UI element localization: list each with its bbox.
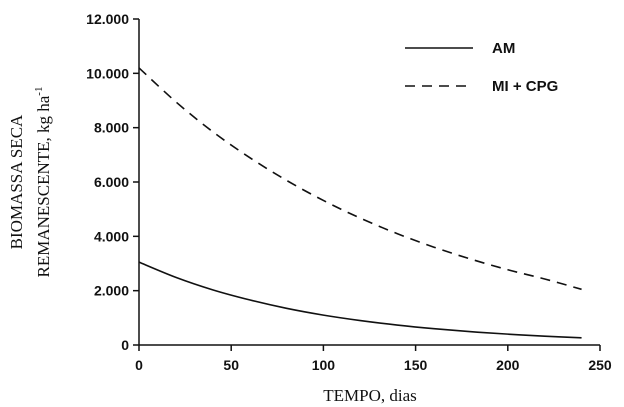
y-tick-label: 8.000 <box>94 120 129 136</box>
x-ticks: 0 50 100 150 200 250 <box>135 345 612 373</box>
x-tick-label: 0 <box>135 357 143 373</box>
x-tick-label: 250 <box>588 357 612 373</box>
y-axis-title-line2: REMANESCENTE, kg ha-1 <box>33 87 53 278</box>
y-axis-title-superscript: -1 <box>33 87 45 96</box>
x-tick-label: 150 <box>404 357 428 373</box>
x-axis-title: TEMPO, dias <box>323 386 417 405</box>
y-tick-label: 4.000 <box>94 228 129 244</box>
x-tick-label: 200 <box>496 357 520 373</box>
y-tick-label: 6.000 <box>94 174 129 190</box>
axes <box>138 19 600 346</box>
series-group <box>138 67 582 339</box>
y-tick-label: 2.000 <box>94 283 129 299</box>
y-axis-title-line1: BIOMASSA SECA <box>7 114 26 249</box>
y-axis-title: BIOMASSA SECA REMANESCENTE, kg ha-1 <box>7 87 53 278</box>
legend-label-am: AM <box>492 40 515 57</box>
x-tick-label: 100 <box>312 357 336 373</box>
y-tick-label: 10.000 <box>86 65 129 81</box>
series-line-am <box>138 261 582 339</box>
y-axis-title-line2-text: REMANESCENTE, kg ha <box>34 95 53 277</box>
y-tick-label: 12.000 <box>86 11 129 27</box>
x-tick-label: 50 <box>223 357 239 373</box>
series-line-mi-cpg <box>138 67 582 291</box>
y-ticks: 0 2.000 4.000 6.000 8.000 10.000 12.000 <box>86 11 139 353</box>
legend: AM MI + CPG <box>405 40 558 95</box>
y-tick-label: 0 <box>121 337 129 353</box>
legend-label-mi-cpg: MI + CPG <box>492 78 558 95</box>
